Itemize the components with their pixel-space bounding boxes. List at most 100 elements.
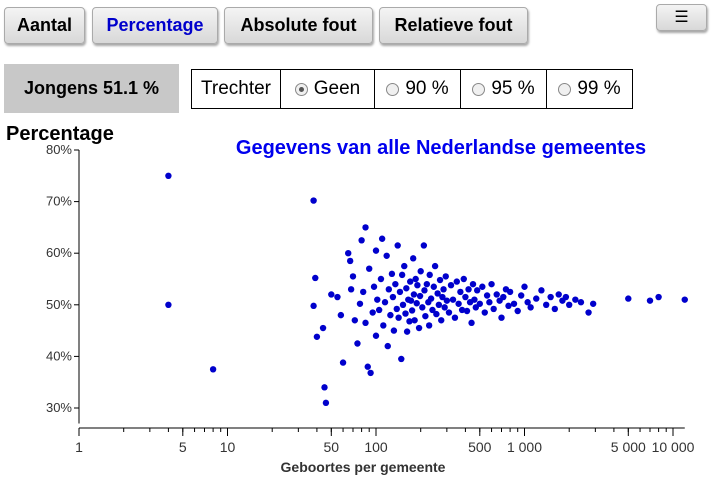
data-point bbox=[473, 287, 481, 294]
data-point bbox=[524, 299, 531, 306]
data-point bbox=[469, 280, 477, 288]
funnel-option-label: 90 % bbox=[405, 78, 449, 99]
data-point bbox=[351, 317, 359, 324]
data-point bbox=[414, 281, 421, 289]
data-point bbox=[646, 297, 654, 304]
data-point bbox=[551, 305, 559, 313]
funnel-label: Trechter bbox=[192, 70, 281, 108]
data-point bbox=[381, 299, 389, 306]
data-point bbox=[445, 309, 453, 316]
funnel-option-95[interactable]: 95 % bbox=[461, 70, 547, 108]
data-point bbox=[434, 290, 441, 297]
tab-aantal[interactable]: Aantal bbox=[4, 7, 85, 44]
radio-icon[interactable] bbox=[558, 82, 572, 96]
funnel-selector: Trechter Geen 90 % 95 % 99 % bbox=[191, 69, 633, 109]
data-point bbox=[514, 307, 521, 315]
data-point bbox=[399, 301, 407, 308]
data-point bbox=[435, 301, 443, 308]
data-point bbox=[500, 293, 507, 301]
tab-relatieve-fout[interactable]: Relatieve fout bbox=[379, 7, 528, 44]
data-point bbox=[165, 301, 172, 308]
data-point bbox=[490, 305, 497, 313]
data-point bbox=[165, 172, 172, 179]
menu-button[interactable]: ☰ bbox=[656, 4, 707, 31]
funnel-option-geen[interactable]: Geen bbox=[281, 70, 375, 108]
data-point bbox=[383, 252, 390, 259]
data-point bbox=[488, 280, 495, 288]
x-tick-label: 50 bbox=[324, 439, 340, 455]
data-point bbox=[510, 300, 518, 307]
data-point bbox=[364, 363, 371, 370]
radio-checked-icon[interactable] bbox=[294, 82, 308, 96]
data-point bbox=[422, 312, 429, 320]
funnel-option-label: 99 % bbox=[577, 78, 621, 99]
funnel-option-label: 95 % bbox=[491, 78, 535, 99]
data-point bbox=[527, 304, 534, 311]
data-point bbox=[392, 280, 399, 288]
data-point bbox=[411, 317, 418, 324]
data-point bbox=[407, 278, 414, 285]
data-point bbox=[407, 297, 415, 304]
data-point bbox=[209, 366, 217, 373]
y-tick-label: 80% bbox=[46, 142, 72, 157]
data-point bbox=[380, 322, 387, 329]
data-point bbox=[419, 304, 426, 311]
data-point bbox=[589, 300, 597, 307]
data-point bbox=[463, 307, 471, 315]
data-point bbox=[429, 306, 436, 314]
scatter-chart: Percentage Gegevens van alle Nederlandse … bbox=[6, 123, 695, 475]
data-point bbox=[395, 314, 402, 321]
tab-absolute-fout[interactable]: Absolute fout bbox=[224, 7, 373, 44]
tab-percentage[interactable]: Percentage bbox=[92, 7, 218, 44]
data-point bbox=[409, 255, 417, 262]
data-point bbox=[517, 292, 525, 299]
data-point bbox=[493, 291, 500, 298]
data-point bbox=[506, 288, 514, 296]
data-point bbox=[423, 280, 431, 288]
x-tick-label: 5 000 bbox=[611, 439, 646, 455]
data-point bbox=[521, 283, 528, 290]
data-point bbox=[378, 235, 386, 242]
data-point bbox=[403, 285, 410, 292]
data-point bbox=[369, 309, 376, 316]
data-point bbox=[401, 262, 408, 270]
data-point bbox=[420, 242, 428, 249]
x-tick-label: 500 bbox=[468, 439, 492, 455]
data-point bbox=[356, 300, 364, 307]
data-point bbox=[372, 332, 380, 339]
data-point bbox=[441, 304, 448, 311]
data-point bbox=[533, 295, 540, 302]
data-point bbox=[681, 296, 688, 303]
data-point bbox=[476, 300, 483, 307]
data-point bbox=[416, 292, 424, 300]
x-tick-label: 1 000 bbox=[507, 439, 542, 455]
data-point bbox=[481, 309, 488, 316]
data-point bbox=[402, 310, 409, 317]
data-point bbox=[334, 293, 341, 301]
data-point bbox=[440, 286, 447, 293]
radio-icon[interactable] bbox=[472, 82, 486, 96]
data-point bbox=[460, 275, 467, 283]
radio-icon[interactable] bbox=[386, 82, 400, 96]
funnel-option-99[interactable]: 99 % bbox=[547, 70, 632, 108]
data-point bbox=[566, 301, 573, 308]
data-point bbox=[312, 274, 319, 282]
data-point bbox=[449, 296, 457, 303]
x-axis-label: Geboortes per gemeente bbox=[281, 459, 446, 475]
data-point bbox=[417, 268, 424, 275]
x-tick-label: 1 bbox=[75, 439, 83, 455]
data-point bbox=[431, 262, 439, 270]
data-point bbox=[426, 271, 433, 279]
data-point bbox=[388, 270, 396, 278]
data-point bbox=[394, 242, 401, 249]
data-point bbox=[375, 306, 383, 314]
data-point bbox=[358, 237, 365, 244]
data-point bbox=[433, 310, 440, 318]
data-point bbox=[562, 293, 570, 301]
data-point bbox=[585, 309, 592, 316]
data-point bbox=[362, 319, 369, 327]
data-point bbox=[543, 301, 550, 308]
data-point bbox=[483, 292, 491, 299]
data-point bbox=[347, 286, 355, 293]
funnel-option-90[interactable]: 90 % bbox=[375, 70, 461, 108]
